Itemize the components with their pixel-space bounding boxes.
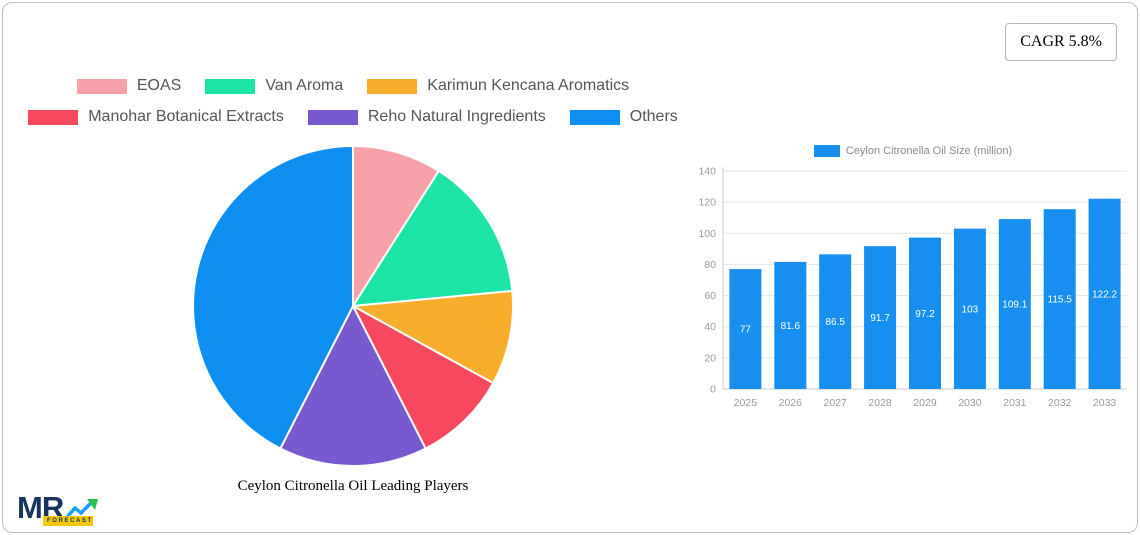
pie-slice-manohar-botanical-extracts[interactable]	[350, 303, 495, 450]
pie-title: Ceylon Citronella Oil Leading Players	[237, 478, 469, 494]
pie-legend-item-van-aroma[interactable]: Van Aroma	[205, 77, 343, 95]
pie-section: EOAS Van Aroma Karimun Kencana Aromatics Ma…	[3, 3, 703, 495]
bar-legend[interactable]: Ceylon Citronella Oil Size (million)	[691, 145, 1135, 157]
pie-legend-item-reho-natural-ingredients[interactable]: Reho Natural Ingredients	[307, 108, 546, 126]
y-tick-label: 100	[698, 228, 716, 240]
legend-swatch	[569, 109, 620, 125]
bar-value-label: 115.5	[1048, 295, 1073, 306]
trend-arrow-icon	[65, 499, 99, 519]
bar-2026[interactable]	[774, 261, 807, 389]
brand-logo: MR FORECAST	[17, 491, 107, 526]
bar-legend-swatch	[813, 145, 840, 157]
bar-2029[interactable]	[909, 237, 941, 389]
y-tick-label: 140	[698, 166, 716, 178]
x-tick-label: 2031	[1003, 397, 1027, 409]
legend-label: EOAS	[136, 77, 182, 94]
pie-legend-item-karimun-kencana-aromatics[interactable]: Karimun Kencana Aromatics	[367, 77, 629, 95]
pie-slice-reho-natural-ingredients[interactable]	[279, 303, 427, 467]
bar-2030[interactable]	[953, 228, 986, 389]
x-tick-label: 2028	[868, 397, 892, 409]
cagr-badge: CAGR 5.8%	[1005, 23, 1117, 61]
bar-2028[interactable]	[864, 246, 897, 389]
pie-slice-karimun-kencana-aromatics[interactable]	[349, 289, 514, 385]
pie-legend-item-manohar-botanical-extracts[interactable]: Manohar Botanical Extracts	[28, 108, 284, 126]
bar-value-label: 91.7	[870, 313, 890, 324]
y-tick-label: 120	[698, 197, 716, 209]
x-tick-label: 2027	[824, 397, 848, 409]
bar-value-label: 97.2	[915, 309, 935, 320]
y-tick-label: 80	[704, 259, 716, 271]
logo-tagline: FORECAST	[43, 516, 93, 526]
x-tick-label: 2029	[913, 397, 937, 409]
x-tick-label: 2033	[1093, 397, 1117, 409]
legend-label: Reho Natural Ingredients	[367, 108, 546, 125]
legend-label: Manohar Botanical Extracts	[88, 108, 284, 125]
legend-swatch	[307, 109, 358, 125]
bar-section: Ceylon Citronella Oil Size (million) 0 20…	[691, 145, 1135, 422]
bar-value-label: 109.1	[1002, 300, 1027, 311]
pie-slice-eoas[interactable]	[352, 144, 441, 310]
x-tick-label: 2026	[779, 397, 803, 409]
bar-value-label: 122.2	[1092, 289, 1117, 300]
x-tick-label: 2032	[1048, 397, 1072, 409]
y-tick-label: 0	[710, 384, 716, 396]
bar-chart: 0 20 40 60 80 100 120 140 77 2025 81.6 2026 86.5 2027…	[698, 166, 1127, 409]
pie-slice-van-aroma[interactable]	[351, 169, 514, 308]
pie-slice-others[interactable]	[192, 144, 354, 450]
legend-label: Others	[629, 108, 678, 125]
bar-value-label: 81.6	[781, 321, 801, 332]
bar-2033[interactable]	[1088, 198, 1121, 389]
y-tick-label: 60	[704, 290, 716, 302]
bar-value-label: 103	[962, 304, 979, 315]
cagr-badge-label: CAGR 5.8%	[1020, 33, 1102, 50]
pie-legend: EOAS Van Aroma Karimun Kencana Aromatics Ma…	[3, 77, 703, 126]
legend-swatch	[205, 78, 256, 94]
bar-2025[interactable]	[729, 269, 762, 389]
legend-swatch	[367, 78, 418, 94]
legend-label: Van Aroma	[265, 77, 344, 94]
bar-2027[interactable]	[819, 254, 852, 389]
pie-legend-item-eoas[interactable]: EOAS	[76, 77, 182, 95]
legend-label: Karimun Kencana Aromatics	[427, 77, 630, 94]
bar-legend-label: Ceylon Citronella Oil Size (million)	[845, 145, 1013, 157]
legend-swatch	[76, 78, 127, 94]
y-tick-label: 40	[704, 321, 716, 333]
bar-2032[interactable]	[1043, 209, 1076, 389]
bar-2031[interactable]	[998, 219, 1031, 389]
bar-value-label: 77	[740, 325, 752, 336]
x-tick-label: 2030	[958, 397, 982, 409]
y-tick-label: 20	[704, 352, 716, 364]
pie-chart	[192, 144, 514, 467]
x-tick-label: 2025	[734, 397, 758, 409]
legend-swatch	[28, 109, 79, 125]
pie-legend-item-others[interactable]: Others	[569, 108, 678, 126]
bar-value-label: 86.5	[825, 317, 845, 328]
